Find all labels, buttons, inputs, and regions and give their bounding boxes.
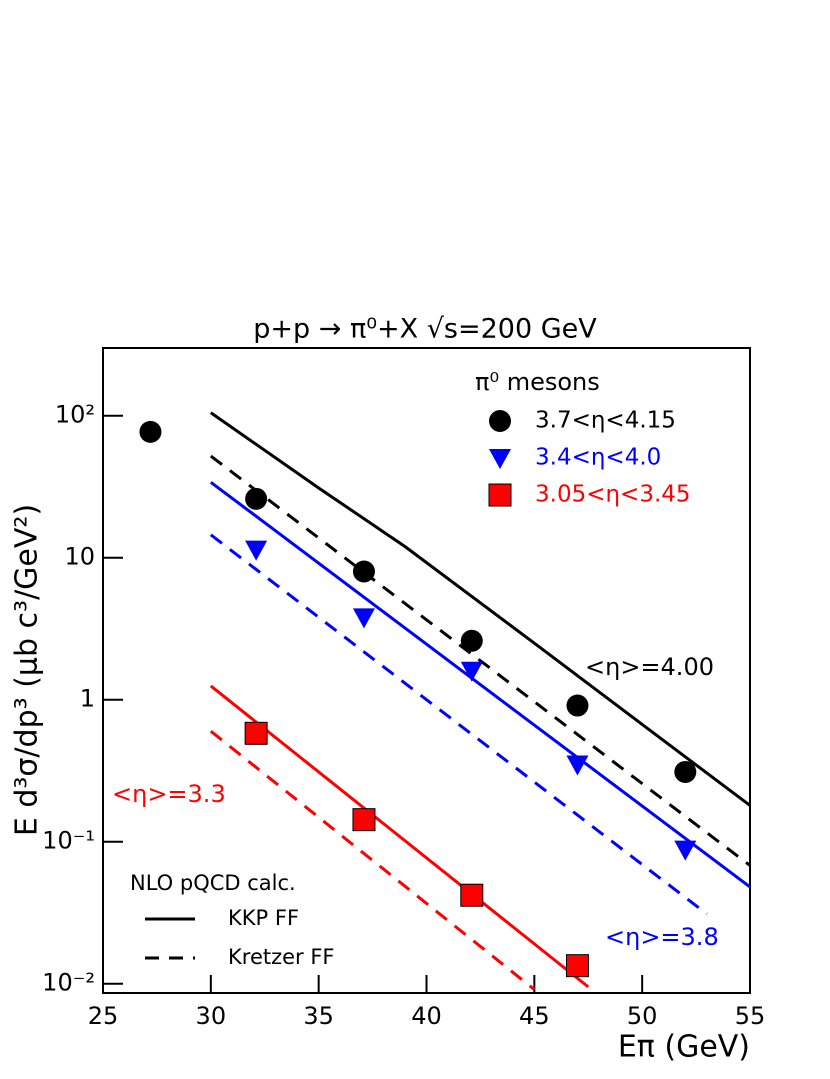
x-tick-label: 45 <box>519 1002 550 1030</box>
marker <box>245 487 268 510</box>
chart-title: p+p → π⁰+X √s=200 GeV <box>253 314 597 345</box>
y-tick-label: 10² <box>55 401 95 429</box>
curve <box>209 730 536 991</box>
marker <box>566 755 589 776</box>
annotation: <η>=3.8 <box>605 923 719 951</box>
legend-title: π⁰ mesons <box>475 368 600 396</box>
legend-marker <box>489 449 511 469</box>
marker <box>674 840 697 861</box>
marker <box>674 760 697 783</box>
y-tick-label: 10⁻¹ <box>42 827 95 855</box>
x-axis-label: Eπ (GeV) <box>618 1030 750 1065</box>
y-tick-label: 10 <box>64 543 95 571</box>
curve <box>209 533 708 916</box>
legend-label: 3.7<η<4.15 <box>535 408 676 434</box>
legend-label: Kretzer FF <box>228 945 335 969</box>
curve <box>209 684 590 989</box>
legend-label: 3.4<η<4.0 <box>535 445 661 471</box>
marker <box>352 560 375 583</box>
marker <box>460 629 483 652</box>
annotation: <η>=4.00 <box>585 653 714 681</box>
marker <box>566 694 589 717</box>
x-tick-label: 35 <box>303 1002 334 1030</box>
marker <box>245 540 268 561</box>
x-tick-label: 40 <box>411 1002 442 1030</box>
curve <box>209 411 751 807</box>
marker <box>352 808 376 832</box>
marker <box>565 954 589 978</box>
curve <box>209 481 751 889</box>
marker <box>244 721 268 745</box>
x-tick-label: 30 <box>196 1002 227 1030</box>
legend-marker <box>488 483 512 507</box>
annotation: <η>=3.3 <box>112 780 226 808</box>
y-tick-label: 10⁻² <box>42 969 95 997</box>
line-legend-title: NLO pQCD calc. <box>130 871 296 895</box>
y-axis-label: E d³σ/dp³ (μb c³/GeV²) <box>10 504 45 836</box>
y-tick-label: 1 <box>80 685 95 713</box>
marker <box>460 661 483 682</box>
x-tick-label: 50 <box>627 1002 658 1030</box>
legend-marker <box>489 410 511 432</box>
x-tick-label: 55 <box>735 1002 766 1030</box>
marker <box>460 883 484 907</box>
legend-label: KKP FF <box>228 906 299 930</box>
marker <box>352 608 375 629</box>
curve <box>209 454 751 867</box>
x-tick-label: 25 <box>88 1002 119 1030</box>
legend-label: 3.05<η<3.45 <box>535 482 691 508</box>
marker <box>139 420 162 443</box>
